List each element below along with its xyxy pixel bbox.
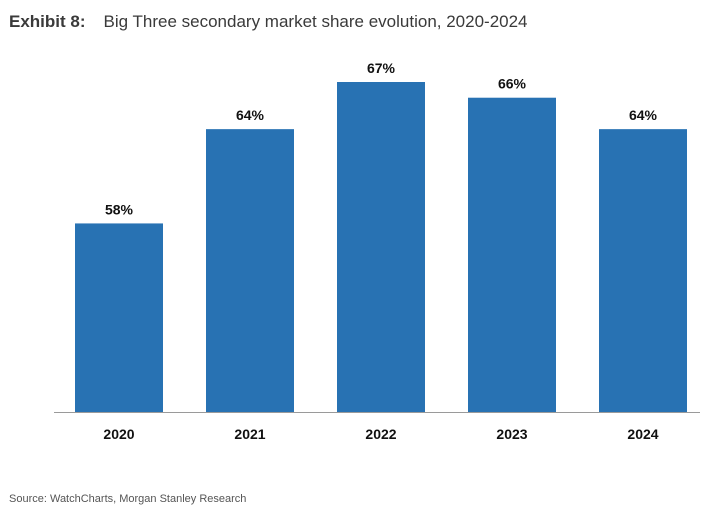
data-label-2021: 64% [236, 107, 265, 123]
x-tick-2020: 2020 [103, 426, 134, 442]
x-tick-2024: 2024 [627, 426, 658, 442]
chart-title-row: Exhibit 8: Big Three secondary market sha… [9, 12, 528, 32]
x-tick-2022: 2022 [365, 426, 396, 442]
bar-chart: 58% 2020 64% 2021 67% 2022 66% 2023 64% 2024 [54, 60, 700, 442]
bar-2022 [337, 82, 425, 412]
bar-2020 [75, 223, 163, 412]
bar-2021 [206, 129, 294, 412]
source-note: Source: WatchCharts, Morgan Stanley Rese… [9, 493, 247, 505]
bar-2024 [599, 129, 687, 412]
labels-group: 58% 2020 64% 2021 67% 2022 66% 2023 64% 2024 [103, 60, 658, 442]
data-label-2022: 67% [367, 60, 396, 76]
data-label-2020: 58% [105, 201, 134, 217]
x-tick-2023: 2023 [496, 426, 527, 442]
data-label-2023: 66% [498, 76, 527, 92]
bar-2023 [468, 97, 556, 412]
data-label-2024: 64% [629, 107, 658, 123]
chart-title: Big Three secondary market share evoluti… [103, 12, 528, 31]
bars-group [75, 82, 687, 412]
exhibit-number: Exhibit 8: [9, 12, 86, 31]
x-tick-2021: 2021 [234, 426, 265, 442]
